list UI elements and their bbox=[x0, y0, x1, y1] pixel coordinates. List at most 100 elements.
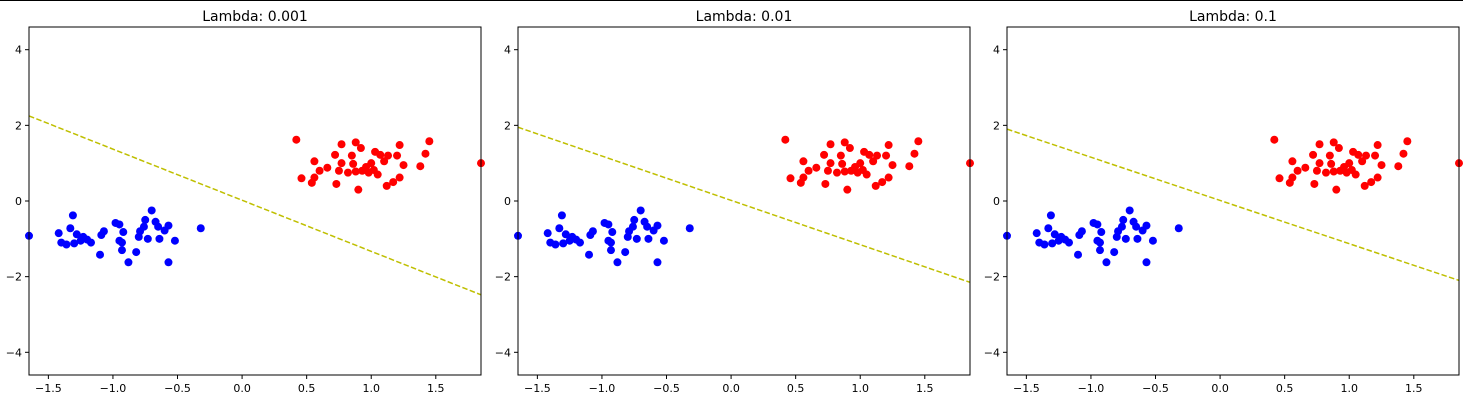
x-tick-label: 1.5 bbox=[427, 382, 445, 395]
data-point bbox=[1040, 240, 1049, 249]
chart-panel-2: Lambda: 0.01 −1.5 −1.0 −0.5 0.0 0.5 1.0 1.5 −4 −2… bbox=[495, 9, 974, 395]
data-point bbox=[337, 140, 346, 149]
data-point bbox=[585, 250, 594, 259]
x-tick-label: −1.0 bbox=[1078, 382, 1105, 395]
data-point bbox=[331, 150, 340, 159]
data-point bbox=[1325, 151, 1334, 160]
x-tick-label: 1.0 bbox=[851, 382, 869, 395]
data-point bbox=[840, 167, 849, 176]
data-point bbox=[1315, 159, 1324, 168]
data-point bbox=[653, 258, 662, 267]
data-point bbox=[604, 220, 613, 229]
x-tick-label: 0.5 bbox=[298, 382, 316, 395]
data-point bbox=[62, 240, 71, 249]
data-point bbox=[367, 159, 376, 168]
data-point bbox=[1095, 246, 1104, 255]
data-point bbox=[1360, 181, 1369, 190]
data-point bbox=[804, 166, 813, 175]
y-tick-label: −2 bbox=[984, 271, 1000, 284]
x-tick-label: −1.0 bbox=[589, 382, 616, 395]
data-point bbox=[555, 224, 564, 233]
chart-title: Lambda: 0.01 bbox=[696, 9, 793, 25]
data-point bbox=[845, 144, 854, 153]
y-tick-label: −2 bbox=[495, 271, 511, 284]
y-tick-label: 4 bbox=[993, 44, 1000, 57]
data-point bbox=[310, 173, 319, 182]
data-point bbox=[1125, 206, 1134, 215]
data-point bbox=[164, 258, 173, 267]
data-point bbox=[147, 206, 156, 215]
data-point bbox=[838, 159, 847, 168]
x-tick-label: 0.0 bbox=[1211, 382, 1229, 395]
data-point bbox=[54, 229, 63, 238]
data-point bbox=[1048, 239, 1057, 248]
y-tick-label: −4 bbox=[6, 346, 22, 359]
data-point bbox=[812, 163, 821, 172]
data-point bbox=[1050, 230, 1059, 239]
data-point bbox=[297, 174, 306, 183]
data-point bbox=[86, 238, 95, 247]
data-point bbox=[421, 149, 430, 158]
data-point bbox=[393, 151, 402, 160]
data-point bbox=[1132, 222, 1141, 231]
data-point bbox=[376, 150, 385, 159]
data-point bbox=[395, 173, 404, 182]
data-point bbox=[781, 135, 790, 144]
data-point bbox=[644, 234, 653, 243]
data-point bbox=[1345, 159, 1354, 168]
data-point bbox=[1312, 166, 1321, 175]
data-point bbox=[132, 248, 141, 257]
y-tick-label: −4 bbox=[495, 346, 511, 359]
data-point bbox=[632, 234, 641, 243]
data-point bbox=[873, 151, 882, 160]
data-point bbox=[1321, 168, 1330, 177]
data-point bbox=[68, 211, 77, 220]
data-point bbox=[1064, 238, 1073, 247]
x-tick-label: −1.5 bbox=[1013, 382, 1040, 395]
data-point bbox=[356, 144, 365, 153]
x-tick-label: −1.0 bbox=[100, 382, 127, 395]
decision-boundary-line bbox=[518, 126, 970, 284]
data-point bbox=[1399, 149, 1408, 158]
data-point bbox=[1095, 238, 1104, 247]
data-point bbox=[72, 230, 81, 239]
data-point bbox=[292, 135, 301, 144]
data-point bbox=[905, 162, 914, 171]
data-point bbox=[349, 159, 358, 168]
data-point bbox=[351, 167, 360, 176]
y-tick-label: 2 bbox=[993, 119, 1000, 132]
data-point bbox=[384, 151, 393, 160]
data-point bbox=[1315, 140, 1324, 149]
data-point bbox=[119, 228, 128, 237]
data-point bbox=[1371, 151, 1380, 160]
data-point bbox=[826, 159, 835, 168]
data-point bbox=[882, 151, 891, 160]
data-point bbox=[606, 246, 615, 255]
data-point bbox=[96, 250, 105, 259]
data-point bbox=[380, 157, 389, 166]
data-point bbox=[66, 224, 75, 233]
data-point bbox=[70, 239, 79, 248]
data-point bbox=[1301, 163, 1310, 172]
data-point bbox=[914, 137, 923, 146]
axes-frame bbox=[517, 26, 971, 376]
data-point bbox=[643, 222, 652, 231]
data-point bbox=[389, 178, 398, 187]
data-point bbox=[1310, 179, 1319, 188]
data-point bbox=[416, 162, 425, 171]
series-red bbox=[1270, 135, 1463, 194]
top-border bbox=[0, 0, 1463, 1]
data-point bbox=[1367, 178, 1376, 187]
data-point bbox=[334, 166, 343, 175]
series-red bbox=[292, 135, 485, 194]
data-point bbox=[871, 181, 880, 190]
data-point bbox=[826, 140, 835, 149]
y-tick-label: 2 bbox=[504, 119, 511, 132]
data-point bbox=[588, 227, 597, 236]
decision-boundary-line bbox=[29, 115, 481, 296]
data-point bbox=[170, 236, 179, 245]
data-point bbox=[1102, 258, 1111, 267]
x-tick-label: −0.5 bbox=[1142, 382, 1169, 395]
x-tick-label: 0.5 bbox=[787, 382, 805, 395]
data-point bbox=[1142, 258, 1151, 267]
